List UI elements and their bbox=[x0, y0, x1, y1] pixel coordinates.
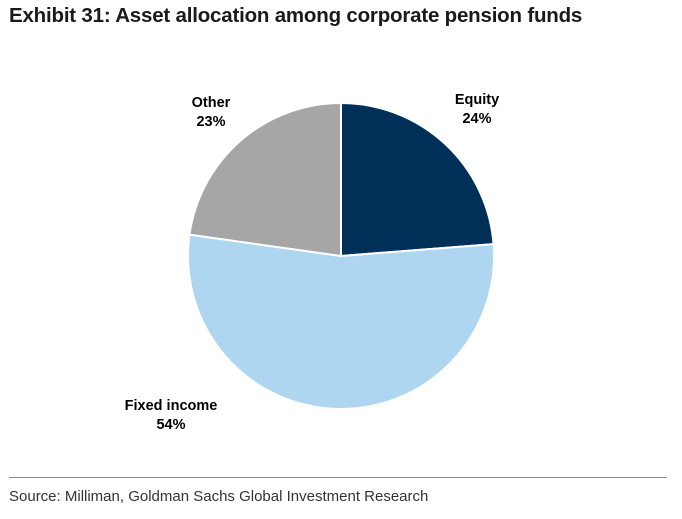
pie-slice-equity bbox=[340, 102, 495, 257]
slice-value-other: 23% bbox=[196, 114, 225, 130]
pie-chart: Equity 24% Fixed income 54% Other 23% bbox=[125, 92, 499, 433]
footer-divider bbox=[9, 477, 667, 478]
source-note: Source: Milliman, Goldman Sachs Global I… bbox=[9, 488, 429, 505]
slice-value-equity: 24% bbox=[462, 111, 491, 127]
slice-label-equity: Equity bbox=[455, 92, 499, 108]
slice-value-fixed-income: 54% bbox=[156, 417, 185, 433]
slice-label-fixed-income: Fixed income bbox=[125, 398, 218, 414]
slice-label-other: Other bbox=[192, 95, 231, 111]
chart-title: Exhibit 31: Asset allocation among corpo… bbox=[9, 4, 583, 27]
pie-labels: Equity 24% Fixed income 54% Other 23% bbox=[125, 92, 499, 433]
pie-slice-fixed-income bbox=[187, 233, 495, 410]
pie-slices bbox=[187, 102, 495, 410]
pie-slice-other bbox=[188, 102, 342, 257]
